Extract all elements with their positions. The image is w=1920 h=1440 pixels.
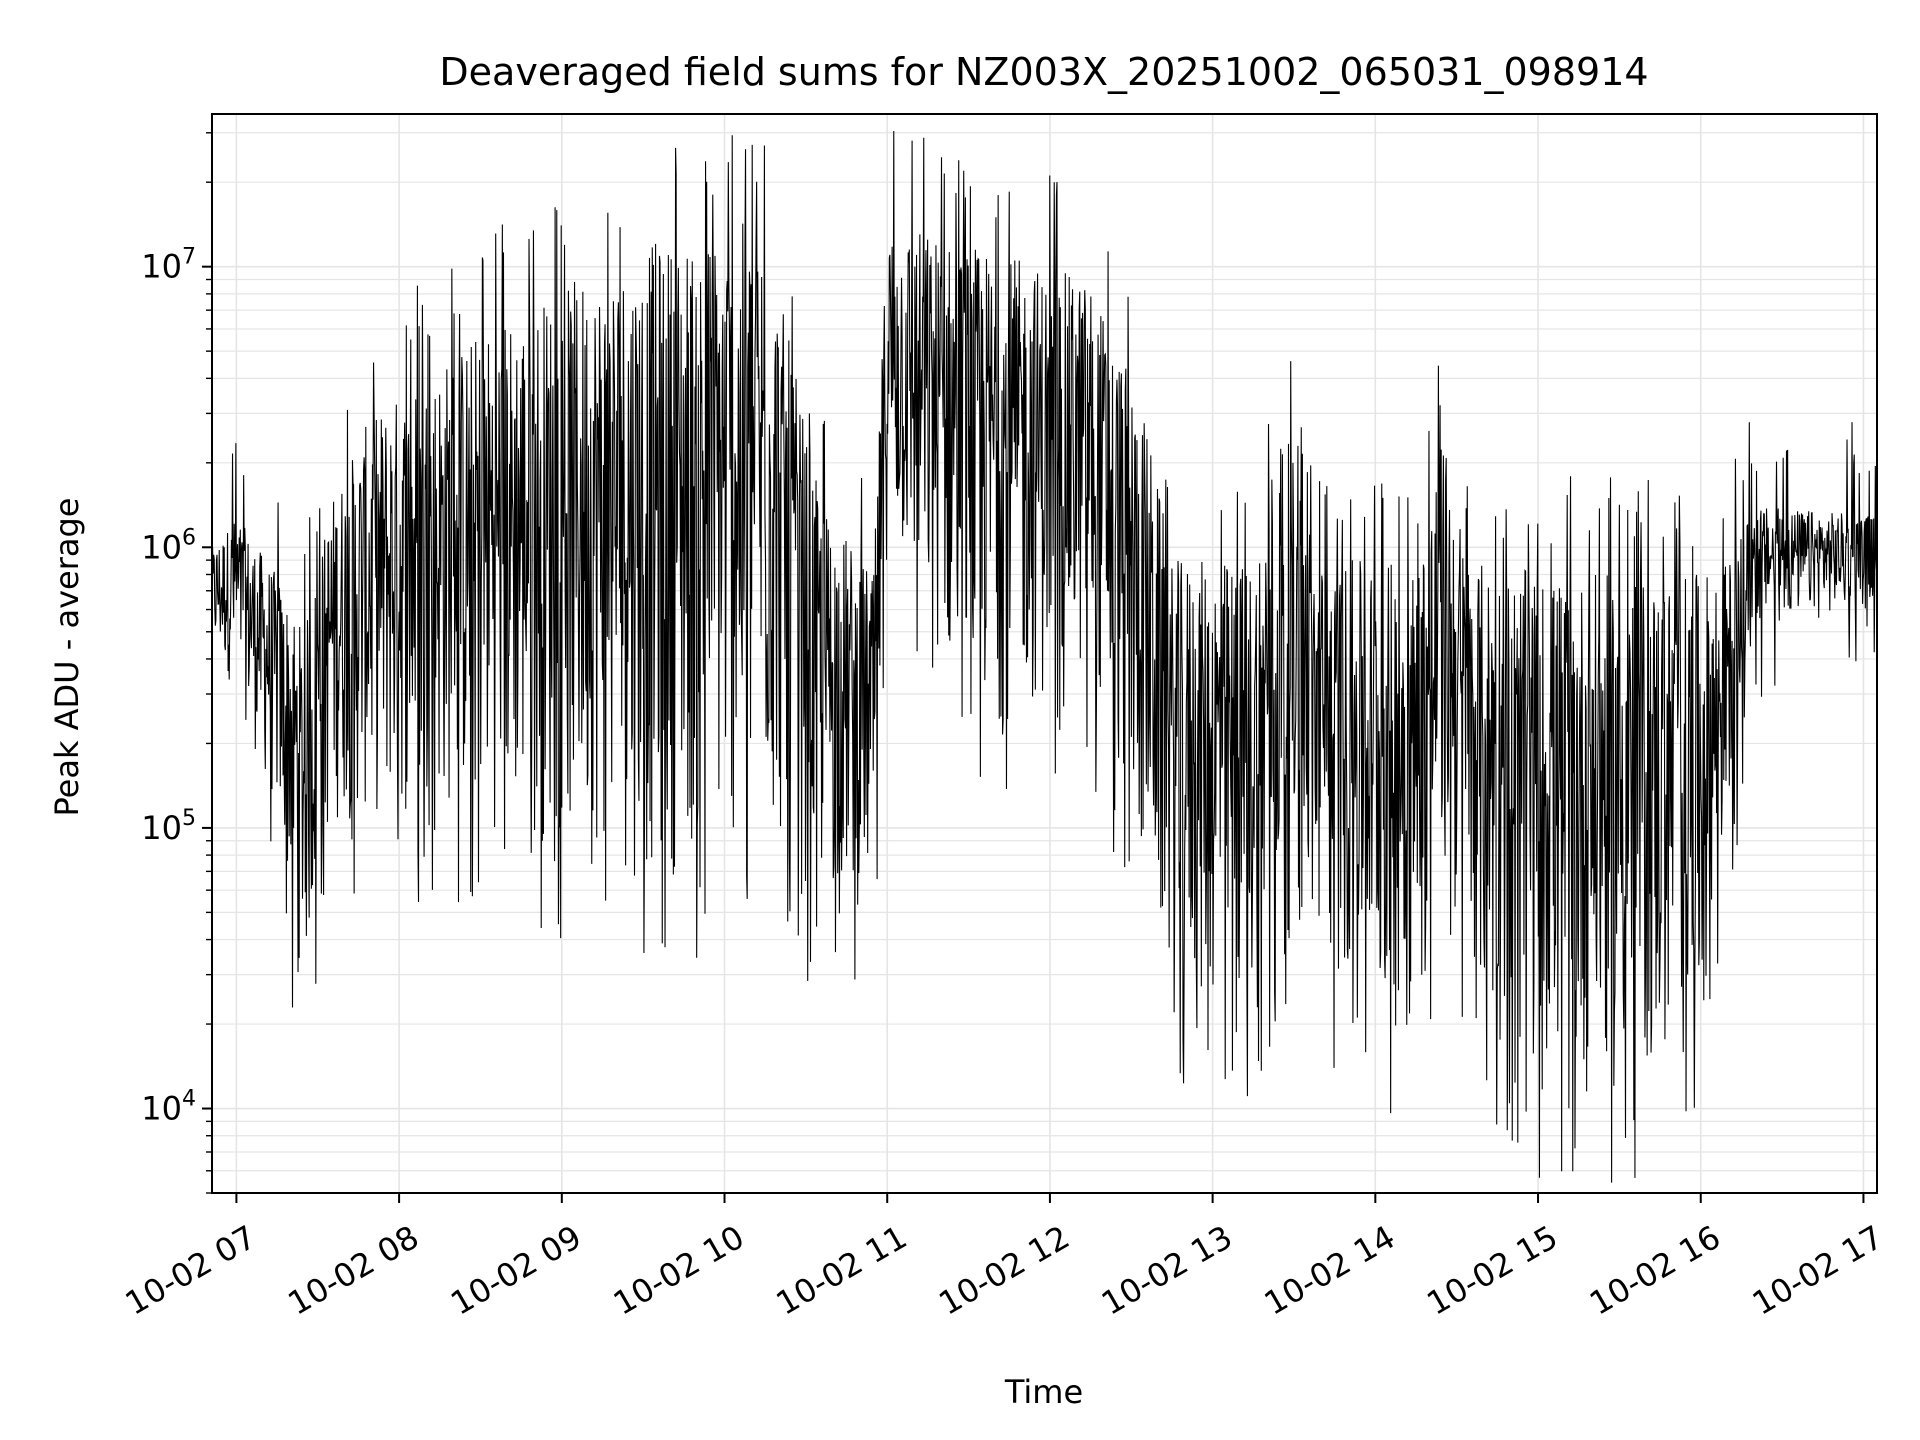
- y-tick-label: 107: [141, 245, 196, 286]
- series-line: [211, 130, 1878, 1183]
- series-layer: [211, 130, 1878, 1183]
- y-tick-label: 104: [141, 1087, 196, 1128]
- y-axis: 104 105 106 107: [141, 132, 212, 1194]
- plot-frame: [211, 113, 1878, 1194]
- y-axis-title: Peak ADU - average: [48, 498, 86, 817]
- y-tick-label: 106: [141, 525, 196, 566]
- y-tick-label: 105: [141, 806, 196, 847]
- chart-title: Deaveraged field sums for NZ003X_2025100…: [439, 50, 1648, 94]
- x-axis-title: Time: [1004, 1373, 1083, 1411]
